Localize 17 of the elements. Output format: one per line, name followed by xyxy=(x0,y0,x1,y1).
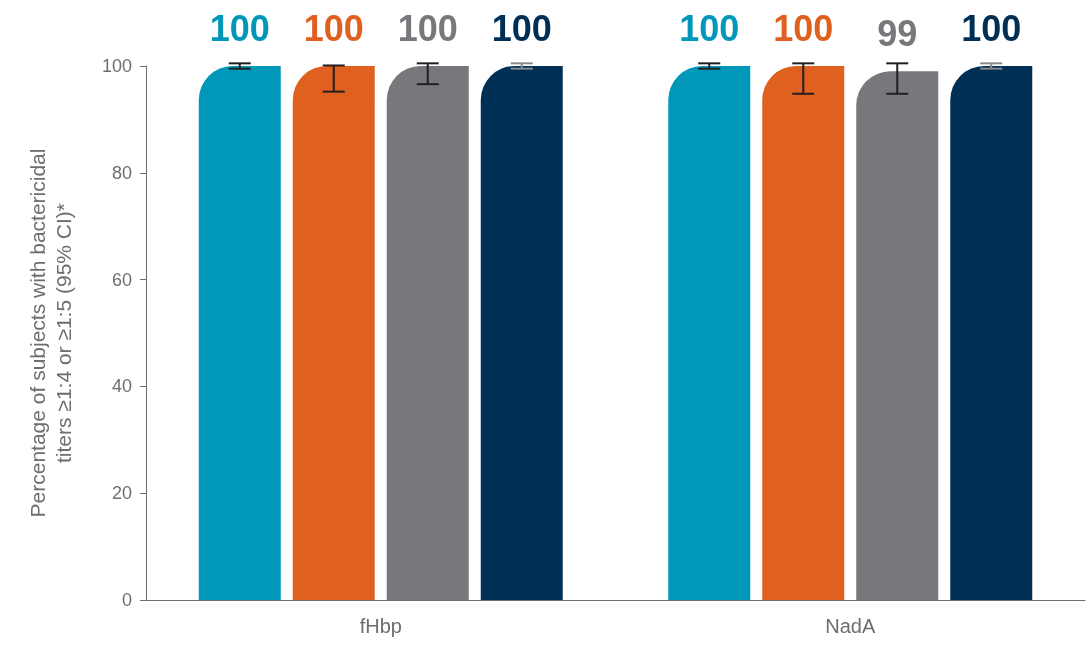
data-label: 100 xyxy=(397,7,458,49)
y-tick-label: 40 xyxy=(111,376,132,397)
data-label: 100 xyxy=(491,7,552,49)
y-tick-label: 0 xyxy=(121,590,132,610)
y-tick-label: 80 xyxy=(111,162,132,183)
data-label: 100 xyxy=(961,7,1022,49)
y-tick-label: 100 xyxy=(101,56,132,76)
data-label: 99 xyxy=(877,12,918,54)
data-label: 100 xyxy=(679,7,740,49)
data-label: 100 xyxy=(209,7,270,49)
x-tick-label: fHbp xyxy=(359,615,402,637)
x-tick-label: NadA xyxy=(825,615,876,637)
y-tick-label: 20 xyxy=(111,483,132,504)
data-label: 100 xyxy=(303,7,364,49)
y-tick-label: 60 xyxy=(111,269,132,290)
y-axis-title: Percentage of subjects with bactericidal titers ≥1:4 or ≥1:5 (95% CI)* xyxy=(25,148,75,518)
data-label: 100 xyxy=(773,7,834,49)
